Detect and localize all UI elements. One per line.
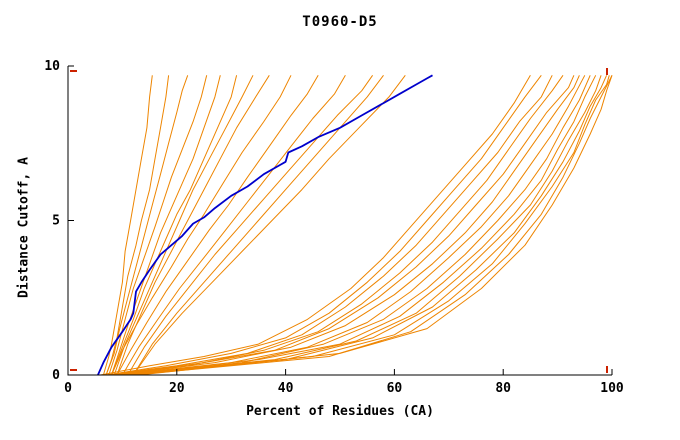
model-curve	[111, 75, 564, 376]
model-curve	[106, 75, 553, 376]
model-curve	[113, 75, 254, 376]
x-tick-label: 40	[278, 381, 294, 396]
model-curve	[105, 75, 170, 376]
model-curve	[111, 75, 292, 376]
x-tick-label: 0	[64, 381, 72, 396]
model-curve	[133, 75, 610, 376]
x-tick-label: 60	[387, 381, 403, 396]
y-axis-label: Distance Cutoff, A	[16, 157, 32, 298]
y-tick-label: 5	[52, 214, 60, 229]
model-curve	[122, 75, 597, 376]
x-tick-label: 100	[600, 381, 624, 396]
model-curve	[121, 75, 346, 376]
model-curve	[122, 75, 591, 376]
model-curve	[116, 75, 586, 376]
model-curve	[102, 75, 153, 376]
model-curve	[116, 75, 319, 376]
model-curve	[127, 75, 374, 376]
model-curve	[127, 75, 608, 376]
model-curve	[111, 75, 221, 376]
chart-title: T0960-D5	[302, 14, 378, 30]
model-curve	[111, 75, 575, 376]
model-curve	[132, 74, 406, 376]
highlighted-model-curve	[97, 74, 433, 376]
model-curve	[133, 75, 613, 376]
model-curve	[116, 75, 580, 376]
model-curve	[108, 75, 208, 376]
x-axis-label: Percent of Residues (CA)	[246, 404, 434, 419]
model-curve	[127, 75, 602, 376]
model-curve	[105, 75, 189, 376]
model-curve	[111, 75, 238, 376]
model-curve	[106, 74, 542, 376]
x-tick-label: 20	[169, 381, 185, 396]
model-curve	[100, 75, 531, 376]
y-tick-label: 10	[44, 59, 60, 74]
x-tick-label: 80	[495, 381, 511, 396]
model-curve	[138, 75, 613, 376]
y-tick-label: 0	[52, 368, 60, 383]
model-curve	[132, 74, 384, 376]
